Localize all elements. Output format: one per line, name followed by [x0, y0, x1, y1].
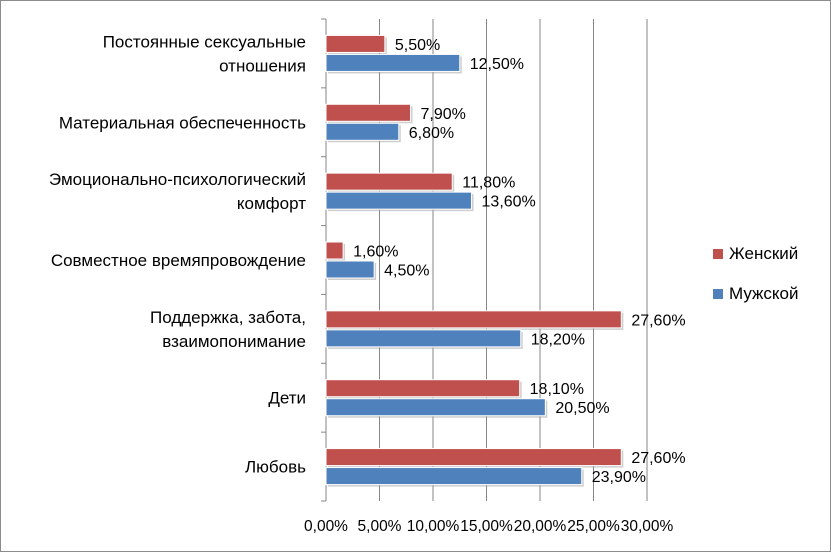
- x-tick-label: 15,00%: [460, 518, 513, 535]
- data-label: 6,80%: [409, 125, 454, 142]
- category-label: Совместное времяпровождение: [51, 251, 306, 270]
- bar-female: [325, 34, 386, 53]
- bar-female: [325, 241, 344, 260]
- data-label: 12,50%: [470, 56, 524, 73]
- bar-female: [325, 172, 453, 191]
- data-label: 5,50%: [395, 37, 440, 54]
- category-label: взаимопонимание: [162, 332, 306, 351]
- category-label: Материальная обеспеченность: [59, 113, 306, 132]
- x-tick-label: 0,00%: [304, 518, 348, 535]
- bar-female: [325, 448, 622, 467]
- bar-female: [325, 310, 622, 329]
- category-label: комфорт: [237, 194, 306, 213]
- data-label: 7,90%: [421, 106, 466, 123]
- x-tick-label: 30,00%: [621, 518, 674, 535]
- bar-male: [325, 53, 461, 72]
- bar-female: [325, 103, 412, 122]
- bar-female: [325, 379, 521, 398]
- x-tick-label: 10,00%: [407, 518, 460, 535]
- data-label: 18,10%: [530, 381, 584, 398]
- legend-swatch: [713, 289, 723, 299]
- category-label: Любовь: [245, 458, 306, 477]
- legend-swatch: [713, 249, 723, 259]
- bar-male: [325, 122, 400, 141]
- legend-label: Мужской: [729, 284, 799, 303]
- bar-male: [325, 329, 522, 348]
- data-label: 27,60%: [631, 312, 685, 329]
- bar-male: [325, 191, 473, 210]
- data-label: 20,50%: [555, 400, 609, 417]
- category-label: Постоянные сексуальные: [103, 32, 306, 51]
- x-tick-label: 5,00%: [358, 518, 402, 535]
- bar-male: [325, 260, 375, 279]
- x-tick-label: 20,00%: [514, 518, 567, 535]
- bar-male: [325, 398, 546, 417]
- data-label: 4,50%: [384, 263, 429, 280]
- data-label: 27,60%: [631, 450, 685, 467]
- data-label: 23,90%: [592, 469, 646, 486]
- category-label: отношения: [219, 56, 306, 75]
- x-tick-label: 25,00%: [567, 518, 620, 535]
- data-label: 18,20%: [531, 331, 585, 348]
- data-label: 11,80%: [462, 175, 515, 192]
- data-label: 1,60%: [353, 244, 398, 261]
- category-label: Поддержка, забота,: [150, 308, 306, 327]
- category-label: Дети: [268, 389, 306, 408]
- category-label: Эмоционально-психологический: [49, 170, 306, 189]
- bar-male: [325, 467, 583, 486]
- legend-label: Женский: [729, 244, 798, 263]
- data-label: 13,60%: [482, 194, 536, 211]
